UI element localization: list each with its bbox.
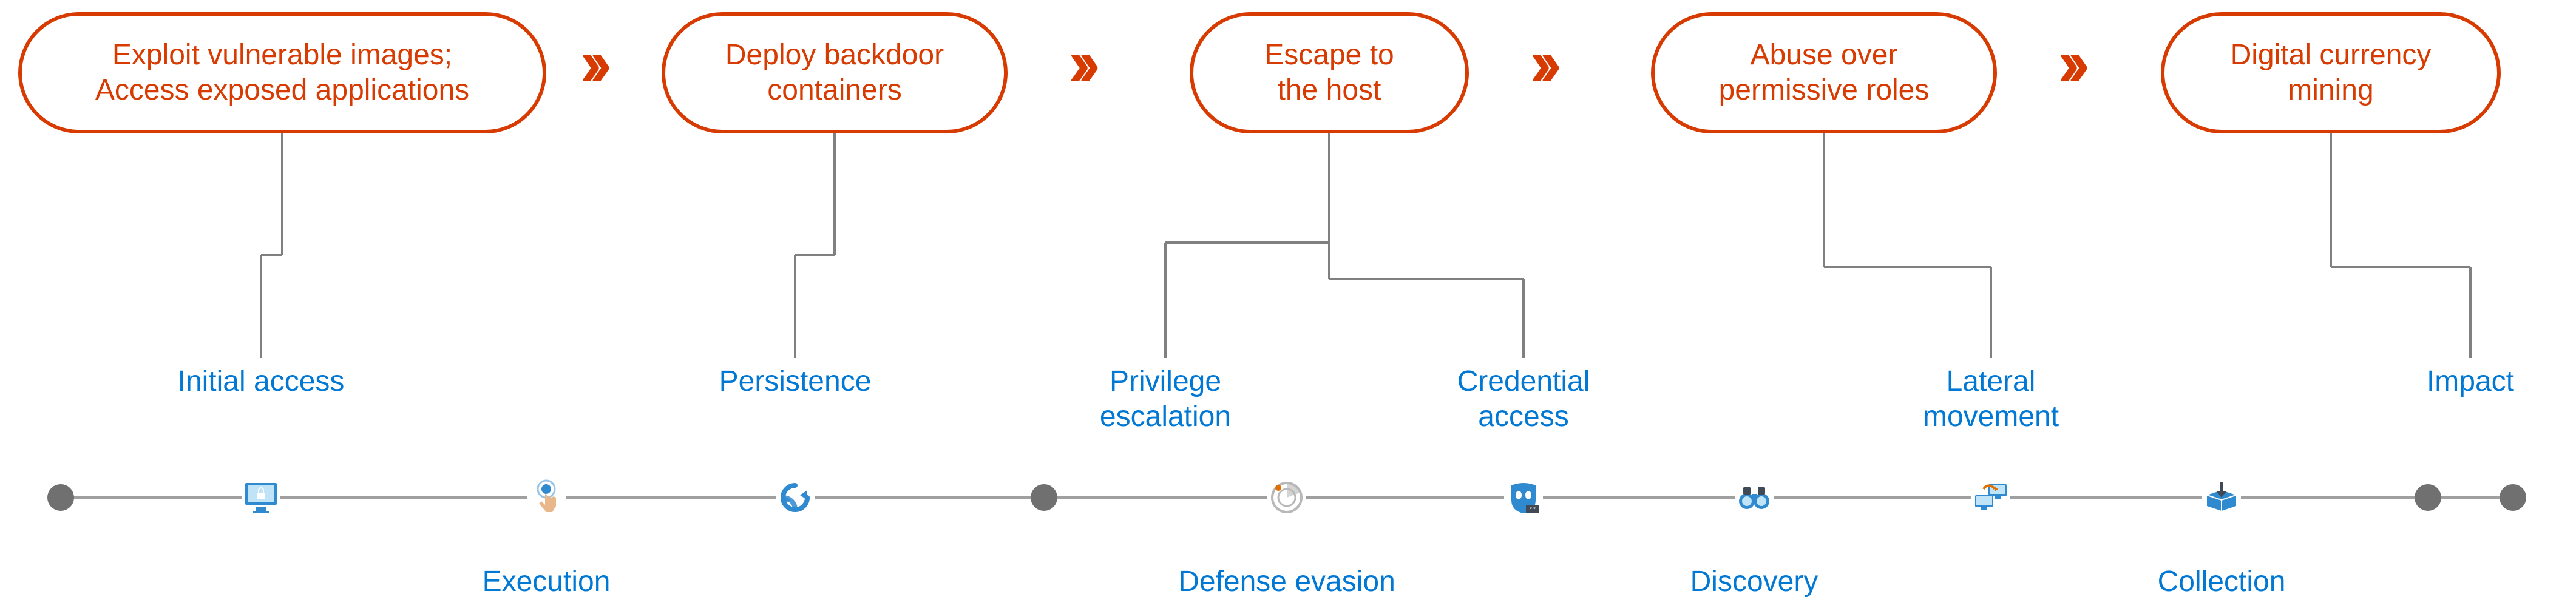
connector	[2469, 267, 2472, 358]
connector	[795, 254, 835, 256]
connector	[1164, 243, 1167, 358]
connector	[1329, 278, 1524, 280]
stage-execution: Execution	[395, 564, 698, 599]
timeline-dot	[2415, 484, 2441, 511]
timeline-dot	[2500, 484, 2526, 511]
mask-icon: **	[1504, 478, 1543, 517]
stage-priv-esc: Privilege escalation	[1044, 364, 1287, 434]
timeline-dot	[1031, 484, 1057, 511]
screens-icon	[1971, 478, 2010, 517]
connector	[1328, 133, 1330, 279]
chevron-icon: ››	[2058, 24, 2078, 101]
chevron-icon: ››	[580, 24, 600, 101]
binoculars-icon	[1735, 478, 1774, 517]
pill-text: Deploy backdoor containers	[725, 38, 944, 107]
stage-collection: Collection	[2070, 564, 2373, 599]
svg-text:**: **	[1529, 507, 1536, 514]
inbox-icon	[2202, 478, 2241, 517]
radar-icon	[1267, 478, 1306, 517]
stage-persistence: Persistence	[674, 364, 917, 399]
touch-icon	[527, 478, 566, 517]
pill-abuse: Abuse over permissive roles	[1651, 12, 1997, 133]
timeline-dot	[47, 484, 74, 511]
stage-lateral-move: Lateral movement	[1869, 364, 2112, 434]
pill-text: Exploit vulnerable images; Access expose…	[95, 38, 469, 107]
monitor-lock-icon	[242, 478, 280, 517]
connector	[281, 133, 283, 255]
stage-defense-evasion: Defense evasion	[1135, 564, 1439, 599]
connector	[833, 133, 836, 255]
pill-escape: Escape to the host	[1190, 12, 1469, 133]
connector	[2330, 133, 2332, 267]
stage-initial-access: Initial access	[140, 364, 382, 399]
chevron-icon: ››	[1068, 24, 1088, 101]
connector	[1165, 241, 1329, 244]
pill-mining: Digital currency mining	[2161, 12, 2501, 133]
chevron-icon: ››	[1530, 24, 1550, 101]
attack-chain-diagram: **	[0, 0, 2576, 611]
pill-text: Escape to the host	[1264, 38, 1394, 107]
connector	[1824, 266, 1991, 268]
connector	[794, 255, 796, 358]
pill-backdoor: Deploy backdoor containers	[662, 12, 1008, 133]
connector	[1522, 279, 1525, 358]
pill-text: Digital currency mining	[2231, 38, 2432, 107]
stage-discovery: Discovery	[1602, 564, 1906, 599]
connector	[261, 254, 282, 256]
connector	[1823, 133, 1825, 267]
stage-impact: Impact	[2349, 364, 2576, 399]
connector	[2331, 266, 2470, 268]
connector	[1990, 267, 1992, 358]
pill-text: Abuse over permissive roles	[1719, 38, 1930, 107]
connector	[260, 255, 262, 358]
pill-exploit: Exploit vulnerable images; Access expose…	[18, 12, 546, 133]
refresh-icon	[776, 478, 815, 517]
stage-cred-access: Credential access	[1402, 364, 1645, 434]
